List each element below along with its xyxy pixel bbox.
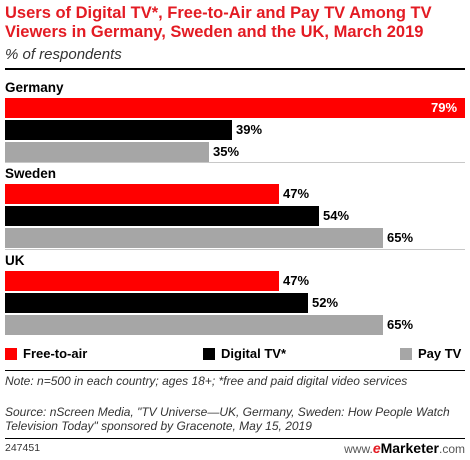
group-label-uk: UK xyxy=(5,253,25,268)
chart-subtitle: % of respondents xyxy=(5,46,122,63)
bar-germany-pay-tv xyxy=(5,142,209,162)
emarketer-logo: www.eMarketer.com xyxy=(344,440,465,456)
legend-item-free-to-air: Free-to-air xyxy=(5,346,87,361)
brand-e: e xyxy=(372,440,381,456)
legend-item-digital-tv: Digital TV* xyxy=(203,346,286,361)
group-separator xyxy=(5,249,465,250)
bar-sweden-free-to-air xyxy=(5,184,279,204)
brand-suffix: .com xyxy=(438,442,465,456)
bar-germany-free-to-air xyxy=(5,98,465,118)
bar-uk-pay-tv xyxy=(5,315,383,335)
legend-label-free-to-air: Free-to-air xyxy=(23,346,88,361)
top-rule xyxy=(5,68,465,70)
value-label-sweden-free-to-air: 47% xyxy=(283,186,310,201)
chart-source: Source: nScreen Media, "TV Universe—UK, … xyxy=(5,405,450,433)
value-label-germany-pay-tv: 35% xyxy=(213,144,240,159)
brand-name: Marketer xyxy=(380,440,439,456)
group-label-germany: Germany xyxy=(5,80,64,95)
value-label-uk-free-to-air: 47% xyxy=(283,273,310,288)
legend-item-pay-tv: Pay TV xyxy=(400,346,461,361)
value-label-germany-free-to-air: 79% xyxy=(431,100,458,115)
brand-prefix: www. xyxy=(344,442,373,456)
bar-uk-free-to-air xyxy=(5,271,279,291)
legend-label-pay-tv: Pay TV xyxy=(418,346,462,361)
value-label-germany-digital-tv: 39% xyxy=(236,122,263,137)
chart-title: Users of Digital TV*, Free-to-Air and Pa… xyxy=(5,4,432,41)
value-label-sweden-digital-tv: 54% xyxy=(323,208,350,223)
group-label-sweden: Sweden xyxy=(5,166,57,181)
legend-label-digital-tv: Digital TV* xyxy=(221,346,287,361)
chart-id: 247451 xyxy=(5,442,41,454)
footer-rule xyxy=(5,438,465,439)
bar-uk-digital-tv xyxy=(5,293,308,313)
group-separator xyxy=(5,162,465,163)
legend-swatch-digital-tv xyxy=(203,347,215,360)
legend-swatch-pay-tv xyxy=(400,347,412,360)
value-label-sweden-pay-tv: 65% xyxy=(387,230,414,245)
bar-sweden-digital-tv xyxy=(5,206,319,226)
bar-germany-digital-tv xyxy=(5,120,232,140)
legend-swatch-free-to-air xyxy=(5,347,17,360)
value-label-uk-pay-tv: 65% xyxy=(387,317,414,332)
value-label-uk-digital-tv: 52% xyxy=(312,295,339,310)
legend-rule xyxy=(5,370,465,371)
legend: Free-to-air Digital TV* Pay TV xyxy=(5,346,465,364)
chart-note: Note: n=500 in each country; ages 18+; *… xyxy=(5,374,408,388)
bar-sweden-pay-tv xyxy=(5,228,383,248)
